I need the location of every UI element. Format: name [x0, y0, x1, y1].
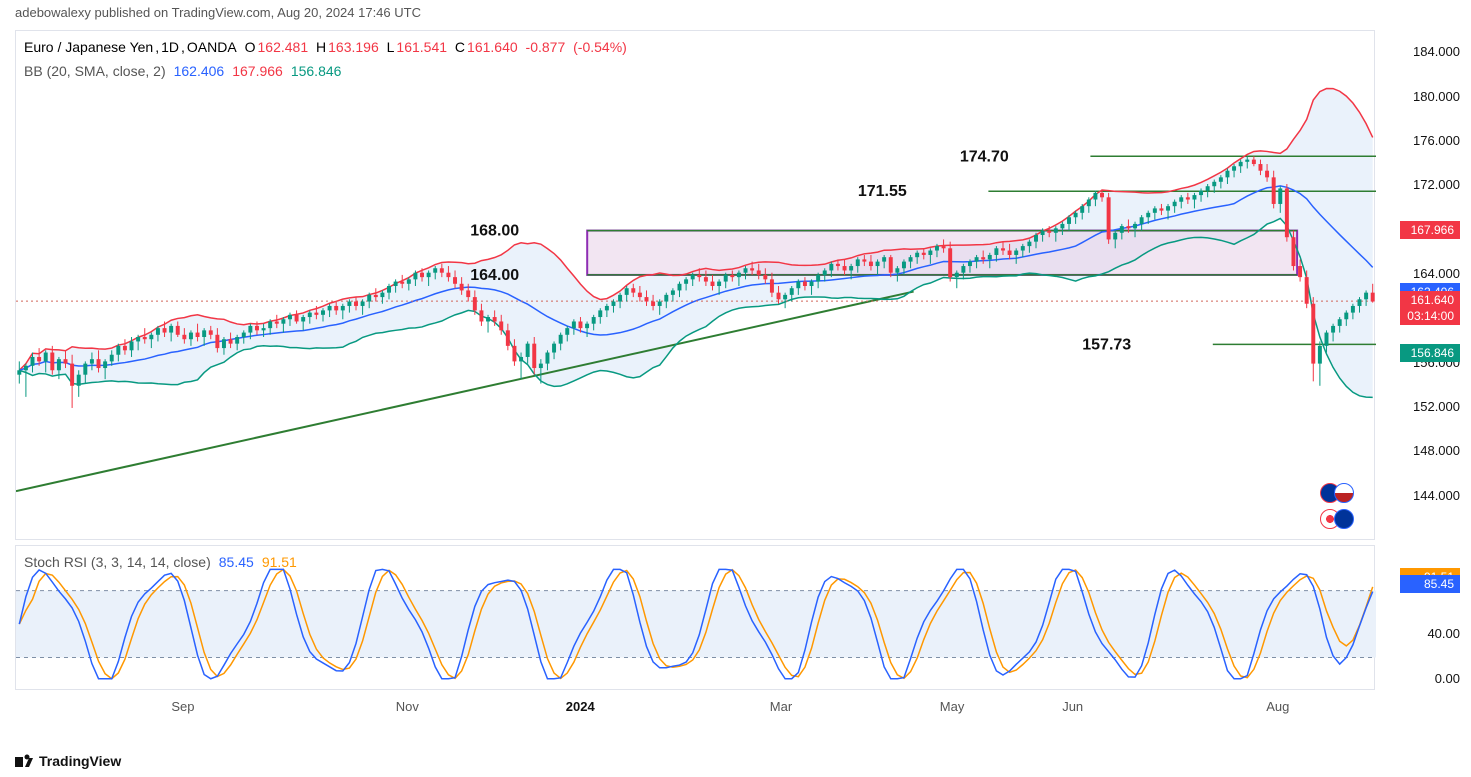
o-label: O	[245, 39, 256, 55]
c-label: C	[455, 39, 465, 55]
symbol-info-row: Euro / Japanese Yen, 1D, OANDA O162.481 …	[24, 39, 627, 55]
rsi-y-badge: 85.45	[1400, 575, 1460, 593]
price-y-axis[interactable]: 184.000180.000176.000172.000168.000164.0…	[1380, 30, 1460, 540]
data-source: OANDA	[187, 39, 237, 55]
bb-lower: 156.846	[291, 63, 342, 79]
rsi-y-tick: 0.00	[1435, 671, 1460, 686]
h-label: H	[316, 39, 326, 55]
change-pct: (-0.54%)	[573, 39, 627, 55]
y-axis-badge: 03:14:00	[1400, 307, 1460, 325]
svg-text:168.00: 168.00	[470, 223, 519, 240]
x-tick: Nov	[396, 699, 419, 714]
stoch-d: 91.51	[262, 554, 297, 570]
x-tick: Aug	[1266, 699, 1289, 714]
eur-flag-icon-2	[1334, 509, 1354, 529]
o-value: 162.481	[258, 39, 309, 55]
y-axis-badge: 167.966	[1400, 221, 1460, 239]
main-price-pane[interactable]: 174.70 171.55 168.00 164.00 157.73 Euro / Ja…	[15, 30, 1375, 540]
rsi-y-tick: 40.00	[1427, 626, 1460, 641]
c-value: 161.640	[467, 39, 518, 55]
x-tick: Jun	[1062, 699, 1083, 714]
y-tick: 144.000	[1413, 488, 1460, 503]
l-label: L	[387, 39, 395, 55]
change-value: -0.877	[526, 39, 566, 55]
tv-logo-icon	[15, 754, 33, 768]
svg-text:164.00: 164.00	[470, 267, 519, 284]
author: adebowalexy	[15, 5, 91, 20]
h-value: 163.196	[328, 39, 379, 55]
published-text: published on	[95, 5, 169, 20]
svg-text:174.70: 174.70	[960, 148, 1009, 165]
currency-flags	[1320, 483, 1354, 529]
x-tick: Mar	[770, 699, 792, 714]
stoch-info-row: Stoch RSI (3, 3, 14, 14, close) 85.45 91…	[24, 554, 297, 570]
y-tick: 172.000	[1413, 177, 1460, 192]
time-axis[interactable]: Sep Nov 2024 Mar May Jun Aug	[15, 695, 1375, 725]
usd-flag-icon	[1334, 483, 1354, 503]
stoch-rsi-pane[interactable]: Stoch RSI (3, 3, 14, 14, close) 85.45 91…	[15, 545, 1375, 690]
x-tick: Sep	[171, 699, 194, 714]
y-tick: 148.000	[1413, 443, 1460, 458]
tradingview-logo: TradingView	[15, 753, 121, 769]
x-tick: May	[940, 699, 965, 714]
stoch-y-axis[interactable]: 40.000.0091.5185.45	[1380, 545, 1460, 690]
stoch-k: 85.45	[219, 554, 254, 570]
y-tick: 176.000	[1413, 133, 1460, 148]
x-tick: 2024	[566, 699, 595, 714]
publish-header: adebowalexy published on TradingView.com…	[15, 5, 421, 20]
bb-upper: 167.966	[232, 63, 283, 79]
l-value: 161.541	[396, 39, 447, 55]
y-tick: 184.000	[1413, 44, 1460, 59]
y-tick: 180.000	[1413, 89, 1460, 104]
interval: 1D	[161, 39, 179, 55]
svg-text:171.55: 171.55	[858, 183, 907, 200]
site-name: TradingView.com	[172, 5, 271, 20]
y-axis-badge: 156.846	[1400, 344, 1460, 362]
y-tick: 164.000	[1413, 266, 1460, 281]
bb-mid: 162.406	[174, 63, 225, 79]
footer-text: TradingView	[39, 753, 121, 769]
symbol-name: Euro / Japanese Yen	[24, 39, 153, 55]
bb-indicator-row: BB (20, SMA, close, 2) 162.406 167.966 1…	[24, 63, 341, 79]
publish-date: Aug 20, 2024 17:46 UTC	[277, 5, 421, 20]
bb-label: BB (20, SMA, close, 2)	[24, 63, 166, 79]
svg-text:157.73: 157.73	[1082, 336, 1131, 353]
price-chart-svg: 174.70 171.55 168.00 164.00 157.73	[16, 31, 1376, 541]
stoch-label: Stoch RSI (3, 3, 14, 14, close)	[24, 554, 211, 570]
y-tick: 152.000	[1413, 399, 1460, 414]
